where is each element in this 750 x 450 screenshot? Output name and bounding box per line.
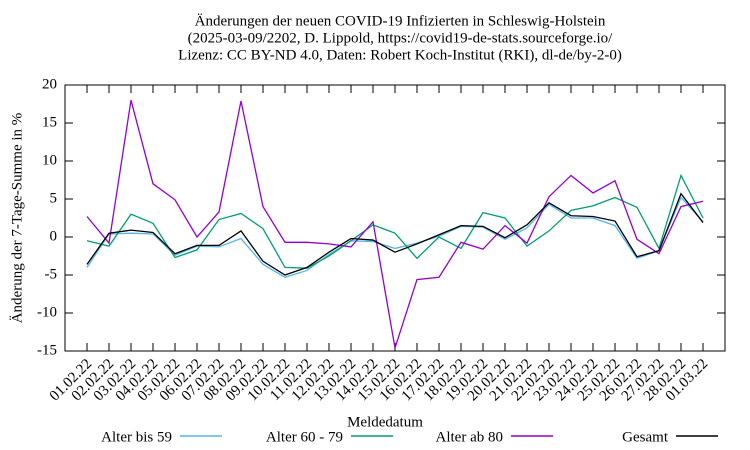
y-tick-label: 20	[42, 76, 57, 92]
legend-label: Alter ab 80	[436, 429, 503, 445]
legend-label: Alter 60 - 79	[266, 429, 343, 445]
y-tick-label: 10	[42, 152, 57, 168]
x-axis-label: Meldedatum	[347, 414, 423, 430]
series-line	[86, 173, 704, 269]
y-tick-label: 0	[50, 228, 58, 244]
plot-frame	[64, 84, 726, 352]
legend-label: Alter bis 59	[101, 429, 172, 445]
series-line	[86, 192, 704, 276]
legend-label: Gesamt	[622, 429, 669, 445]
y-tick-label: -10	[37, 304, 57, 320]
y-tick-label: -15	[37, 342, 57, 358]
y-tick-label: 5	[50, 190, 58, 206]
series-line	[86, 196, 704, 278]
series-line	[86, 100, 704, 349]
chart-title: Lizenz: CC BY-ND 4.0, Daten: Robert Koch…	[178, 47, 622, 63]
chart-title: (2025-03-09/2202, D. Lippold, https://co…	[188, 30, 613, 46]
y-axis-label: Änderung der 7-Tage-Summe in %	[8, 113, 25, 324]
chart-title: Änderungen der neuen COVID-19 Infizierte…	[195, 12, 606, 29]
y-tick-label: -5	[45, 266, 58, 282]
y-tick-label: 15	[42, 114, 57, 130]
